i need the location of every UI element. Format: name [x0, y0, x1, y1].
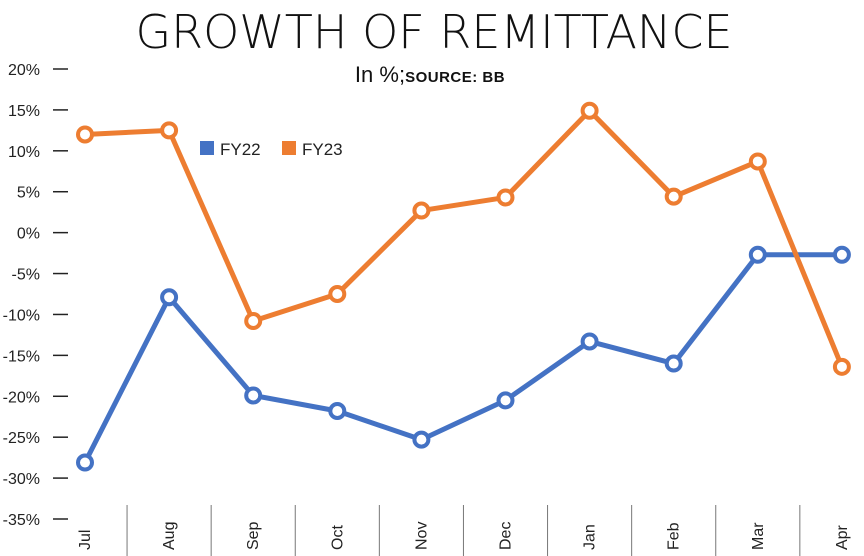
x-tick-label: Sep [245, 521, 262, 550]
x-tick-label: Apr [834, 524, 851, 550]
chart-subtitle-group: In %;SOURCE: BB [355, 62, 505, 87]
chart-title: GROWTH OF REMITTANCE [135, 5, 732, 59]
x-tick-label: Mar [750, 522, 767, 550]
y-tick-label: 5% [17, 185, 40, 202]
data-point-fy23 [412, 201, 431, 220]
legend-label-fy23: FY23 [302, 140, 343, 159]
y-tick-label: -20% [3, 389, 40, 406]
y-tick-label: 15% [8, 103, 40, 120]
data-point-fy22 [664, 354, 683, 373]
data-point-fy22 [412, 430, 431, 449]
data-point-fy23 [580, 101, 599, 120]
data-point-fy22 [328, 402, 347, 420]
series-line-fy23 [84, 108, 845, 368]
x-tick-label: Aug [161, 522, 178, 550]
x-tick-label: Nov [413, 522, 430, 550]
data-point-fy23 [748, 152, 767, 171]
chart-subtitle: In %; [355, 62, 405, 87]
x-tick-label: Jul [77, 530, 94, 550]
y-tick-label: -5% [12, 267, 40, 284]
y-tick-label: -15% [3, 348, 40, 365]
chart-source: SOURCE: BB [405, 69, 505, 86]
x-tick-label: Dec [498, 522, 515, 550]
y-tick-label: 10% [8, 144, 40, 161]
data-point-fy22 [748, 245, 767, 264]
x-tick-label: Oct [329, 525, 346, 550]
data-point-fy22 [244, 386, 263, 405]
data-point-fy23 [664, 187, 683, 206]
data-point-fy22 [832, 245, 851, 264]
y-tick-label: -25% [3, 430, 40, 447]
data-point-fy23 [244, 312, 263, 330]
legend-label-fy22: FY22 [220, 140, 261, 159]
x-tick-label: Feb [666, 522, 683, 550]
data-point-fy23 [160, 121, 179, 140]
y-tick-label: 0% [17, 226, 40, 243]
data-point-fy22 [580, 332, 599, 351]
legend-swatch-fy22 [200, 141, 214, 155]
legend-swatch-fy23 [282, 141, 296, 155]
data-point-fy23 [832, 357, 851, 376]
x-tick-label: Jan [582, 524, 599, 550]
series-line-fy22 [82, 252, 842, 464]
y-tick-label: -35% [3, 512, 40, 529]
y-tick-label: -10% [3, 307, 40, 324]
data-point-fy22 [160, 288, 179, 307]
data-point-fy23 [76, 125, 94, 144]
y-tick-label: -30% [3, 471, 40, 488]
y-tick-label: 20% [8, 62, 40, 79]
data-point-fy22 [496, 391, 515, 410]
data-point-fy23 [496, 188, 515, 207]
data-point-fy23 [328, 285, 347, 303]
data-point-fy22 [76, 453, 94, 472]
